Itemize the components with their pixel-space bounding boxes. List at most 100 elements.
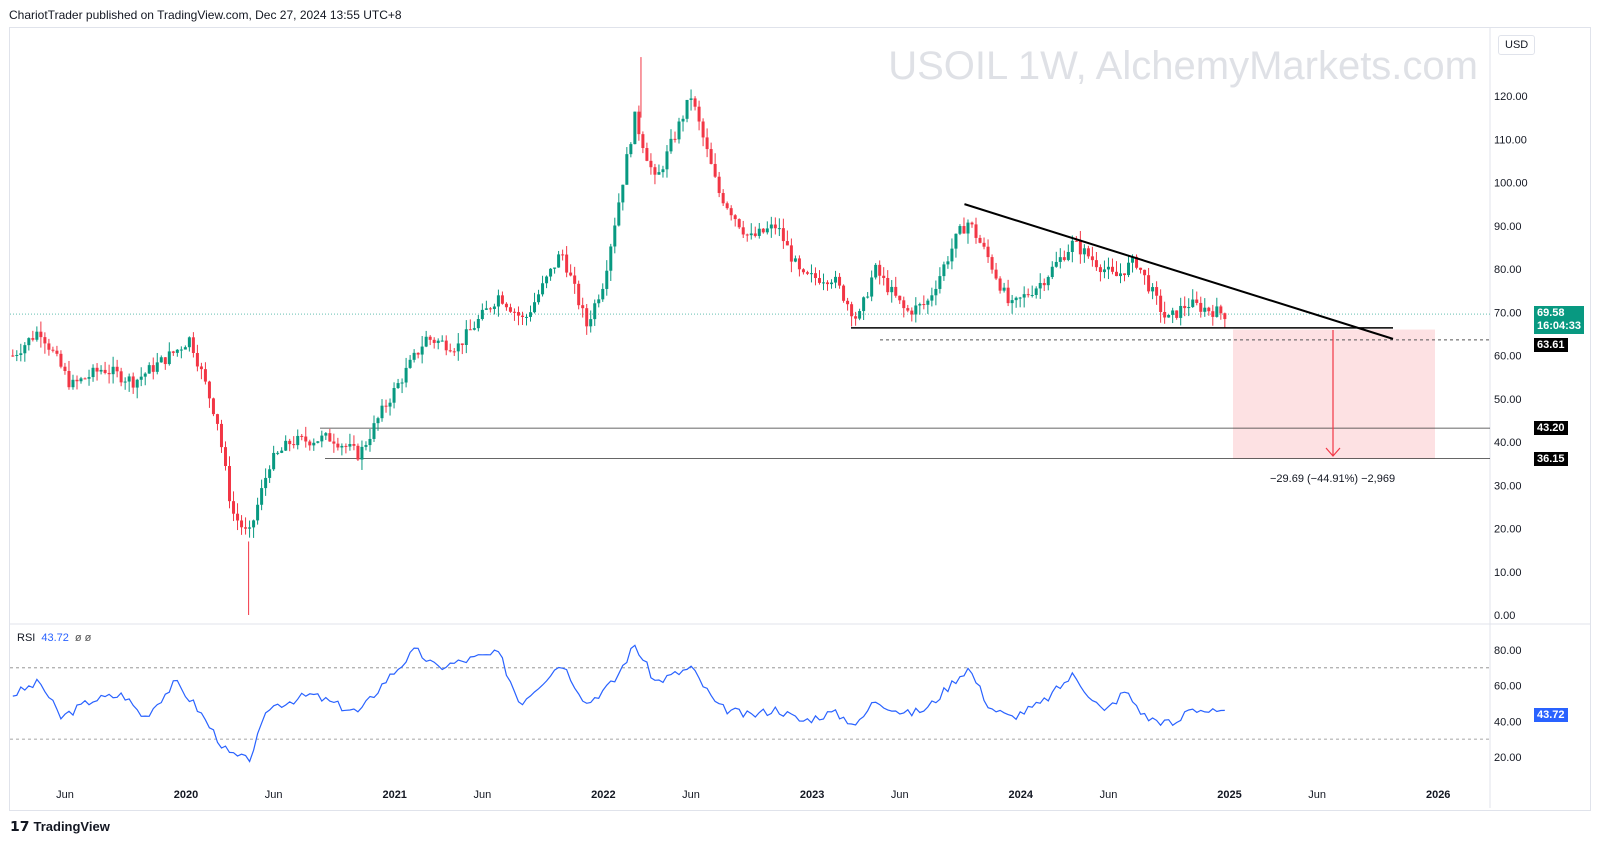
candle-body [248,527,252,529]
tv-logo-icon: 𝟭𝟳 [10,818,30,834]
candle-body [1135,256,1139,268]
candle-body [629,144,633,155]
candle-body [147,365,151,374]
candle-body [773,224,777,229]
candle-body [400,382,404,384]
candle-body [496,295,500,307]
candle-body [264,477,268,489]
candle-body [801,269,805,273]
candle-body [577,283,581,306]
candle-body [151,365,155,372]
candle-body [757,228,761,236]
candle-body [557,254,561,268]
candle-body [67,370,71,388]
candle-body [830,282,834,285]
candle-body [1147,275,1151,292]
candle-body [392,388,396,403]
candle-body [79,378,83,382]
candle-body [946,261,950,265]
candle-body [380,405,384,419]
last-price: 69.58 [1537,307,1565,319]
candle-body [1219,306,1223,314]
candle-body [813,273,817,279]
candle-body [970,222,974,225]
candle-body [685,99,689,119]
candle-body [1207,307,1211,312]
rsi-legend[interactable]: RSI 43.72 ø ø [17,632,91,644]
measure-label: −29.69 (−44.91%) −2,969 [1270,473,1396,485]
candle-body [316,441,320,443]
candle-body [809,273,813,275]
candle-body [280,450,284,453]
candle-body [974,224,978,238]
candle-body [1038,282,1042,289]
rsi-tick-label: 20.00 [1494,752,1522,764]
candle-body [440,340,444,342]
candle-body [569,272,573,276]
candle-body [336,443,340,448]
candle-body [950,248,954,262]
watermark: USOIL 1W, AlchemyMarkets.com [888,44,1478,88]
candle-body [1082,248,1086,255]
candle-body [1062,257,1066,260]
candle-body [914,305,918,315]
candle-body [228,466,232,502]
candle-body [1223,313,1227,320]
arrow-head-icon [1325,447,1341,457]
currency-button[interactable]: USD [1498,35,1536,55]
candle-body [902,300,906,309]
tradingview-logo[interactable]: 𝟭𝟳 TradingView [10,818,110,835]
candle-body [926,300,930,305]
candle-body [645,148,649,161]
x-tick-label: Jun [56,789,74,801]
rsi-value: 43.72 [41,632,69,644]
candle-body [396,383,400,389]
descending-trendline [964,203,1394,340]
candle-body [990,257,994,270]
y-tick-label: 50.00 [1494,394,1522,406]
candle-body [159,357,163,363]
candle-body [545,276,549,284]
rsi-tick-label: 60.00 [1494,681,1522,693]
candle-body [717,176,721,194]
candle-body [689,98,693,100]
candle-body [59,353,63,367]
candle-body [1127,262,1131,276]
candle-body [653,167,657,175]
candle-body [424,336,428,347]
candle-body [1034,288,1038,296]
candle-body [1167,314,1171,318]
candle-body [63,366,67,371]
candle-body [982,242,986,247]
candle-body [219,423,223,448]
candle-body [866,296,870,298]
candle-body [320,435,324,442]
bar-countdown: 16:04:33 [1537,320,1582,332]
rsi-line [12,644,1225,763]
candle-body [753,233,757,236]
candle-body [657,172,661,175]
candle-body [705,137,709,150]
candle-body [211,398,215,415]
candle-body [697,106,701,122]
candle-body [115,366,119,372]
candle-body [368,438,372,446]
candle-body [725,203,729,209]
candle-body [1006,287,1010,304]
candle-body [119,371,123,383]
candle-body [765,228,769,233]
candle-body [107,372,111,375]
candle-body [348,444,352,447]
candle-body [1106,266,1110,270]
candle-body [1143,269,1147,276]
candle-body [617,202,621,226]
candle-body [260,488,264,505]
candle-body [821,282,825,284]
candle-body [701,121,705,138]
x-tick-label: Jun [265,789,283,801]
candle-body [1195,299,1199,303]
candle-body [324,433,328,436]
candle-body [641,134,645,149]
candle-body [834,276,838,283]
